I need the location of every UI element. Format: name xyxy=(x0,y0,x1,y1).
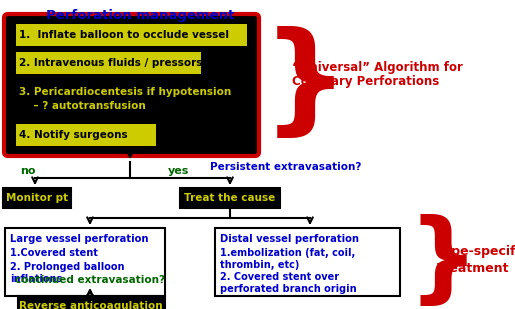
Text: 1.embolization (fat, coil,
thrombin, etc): 1.embolization (fat, coil, thrombin, etc… xyxy=(220,248,355,270)
Text: 3. Pericardiocentesis if hypotension
    – ? autotransfusion: 3. Pericardiocentesis if hypotension – ?… xyxy=(19,87,231,111)
Bar xyxy=(215,228,400,296)
Bar xyxy=(16,52,201,74)
Text: Large vessel perforation: Large vessel perforation xyxy=(10,234,148,244)
Text: no: no xyxy=(20,166,36,176)
Text: yes: yes xyxy=(168,166,190,176)
Text: Coronary Perforations: Coronary Perforations xyxy=(292,75,439,88)
Text: }: } xyxy=(262,27,349,143)
Bar xyxy=(16,124,156,146)
Text: Distal vessel perforation: Distal vessel perforation xyxy=(220,234,359,244)
Text: “Universal” Algorithm for: “Universal” Algorithm for xyxy=(292,61,463,74)
Text: Treatment: Treatment xyxy=(437,261,509,274)
Text: Persistent extravasation?: Persistent extravasation? xyxy=(210,162,362,172)
Text: 4. Notify surgeons: 4. Notify surgeons xyxy=(19,130,128,140)
FancyBboxPatch shape xyxy=(4,14,259,156)
Bar xyxy=(18,296,165,309)
Bar xyxy=(16,80,247,118)
Text: Monitor pt: Monitor pt xyxy=(6,193,68,203)
Bar xyxy=(3,188,71,208)
Bar xyxy=(180,188,280,208)
Text: Perforation management: Perforation management xyxy=(46,9,234,22)
Text: Treat the cause: Treat the cause xyxy=(184,193,276,203)
Text: Type-specific: Type-specific xyxy=(437,245,515,259)
Text: 2. Prolonged balloon
inflations: 2. Prolonged balloon inflations xyxy=(10,262,125,284)
Text: 2. Covered stent over
perforated branch origin: 2. Covered stent over perforated branch … xyxy=(220,272,356,294)
Text: 2. Intravenous fluids / pressors: 2. Intravenous fluids / pressors xyxy=(19,58,202,68)
Bar xyxy=(5,228,165,296)
Text: continued extravasation?: continued extravasation? xyxy=(15,275,165,285)
Text: }: } xyxy=(408,214,479,309)
Text: Reverse anticoagulation: Reverse anticoagulation xyxy=(19,301,163,309)
Text: 1.Covered stent: 1.Covered stent xyxy=(10,248,98,258)
Text: 1.  Inflate balloon to occlude vessel: 1. Inflate balloon to occlude vessel xyxy=(19,30,229,40)
Bar xyxy=(16,24,247,46)
